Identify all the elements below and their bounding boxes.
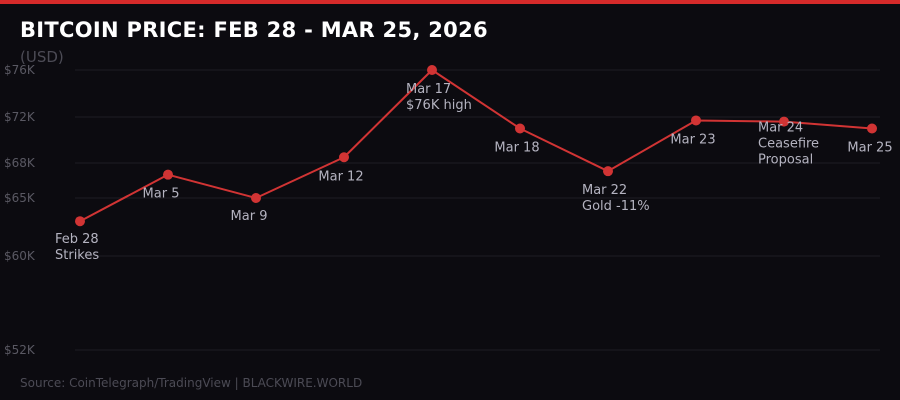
y-tick-label: $76K [4,63,36,77]
y-tick-label: $72K [4,110,36,124]
data-point [251,193,261,203]
grid-layer: $76K $72K $68K $65K $60K $52K [4,63,880,357]
line-layer [79,69,873,223]
y-tick-label: $68K [4,156,36,170]
data-point [603,166,613,177]
label-layer: Feb 28 Strikes Mar 5 Mar 9 Mar 12 Mar 17 $76K … [55,82,893,263]
chart-title: BITCOIN PRICE: FEB 28 - MAR 25, 2026 [20,18,488,42]
point-label: Mar 22 Gold -11% [582,183,650,214]
point-label: Mar 25 [847,141,892,156]
data-point [691,115,701,126]
price-series-line [79,69,873,223]
chart-subtitle: (USD) [20,48,64,66]
source-note: Source: CoinTelegraph/TradingView | BLAC… [20,376,363,390]
data-point [515,123,525,134]
point-label: Mar 18 [494,141,539,156]
data-point [427,65,437,75]
data-point [779,116,789,127]
data-point [339,152,349,163]
data-point [163,169,173,180]
y-tick-label: $65K [4,191,36,205]
point-layer [75,65,877,227]
data-point [75,216,85,227]
point-label: Mar 17 $76K high [406,82,472,113]
data-point [867,123,877,134]
point-label: Mar 9 [231,209,268,224]
point-label: Mar 23 [670,132,715,147]
point-label: Mar 5 [143,187,180,202]
point-label: Mar 24 Ceasefire Proposal [758,121,819,168]
point-label: Feb 28 Strikes [55,232,99,263]
point-label: Mar 12 [318,169,363,184]
top-accent-bar [0,0,900,4]
y-tick-label: $60K [4,249,36,263]
y-tick-label: $52K [4,343,36,357]
